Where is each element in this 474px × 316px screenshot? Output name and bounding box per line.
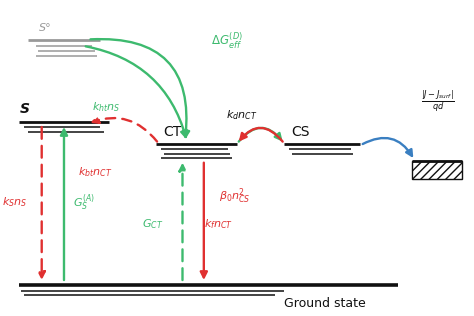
Text: S°: S°: [39, 22, 51, 33]
Text: CT: CT: [164, 125, 182, 139]
Text: $k_S n_S$: $k_S n_S$: [2, 195, 28, 209]
Text: $k_{ht}n_S$: $k_{ht}n_S$: [92, 100, 121, 114]
Bar: [412, 161, 462, 179]
Text: $\beta_0 n_{CS}^2$: $\beta_0 n_{CS}^2$: [219, 186, 250, 206]
Text: CS: CS: [292, 125, 310, 139]
Text: $G_{CT}$: $G_{CT}$: [142, 217, 164, 231]
Text: $\frac{|J - J_{surf}|}{qd}$: $\frac{|J - J_{surf}|}{qd}$: [420, 88, 455, 114]
Text: $k_d n_{CT}$: $k_d n_{CT}$: [226, 108, 257, 122]
Text: $G_S^{(A)}$: $G_S^{(A)}$: [73, 192, 96, 213]
FancyArrowPatch shape: [239, 128, 281, 142]
FancyArrowPatch shape: [93, 117, 157, 142]
Text: S: S: [20, 102, 30, 116]
FancyArrowPatch shape: [240, 128, 283, 142]
Text: $k_f n_{CT}$: $k_f n_{CT}$: [204, 217, 233, 231]
FancyArrowPatch shape: [91, 39, 189, 137]
FancyArrowPatch shape: [363, 138, 412, 156]
FancyArrowPatch shape: [86, 46, 187, 137]
Text: Ground state: Ground state: [284, 297, 366, 310]
Text: $\Delta G_{eff}^{(D)}$: $\Delta G_{eff}^{(D)}$: [211, 31, 243, 51]
Text: $k_{bt}n_{CT}$: $k_{bt}n_{CT}$: [78, 165, 112, 179]
